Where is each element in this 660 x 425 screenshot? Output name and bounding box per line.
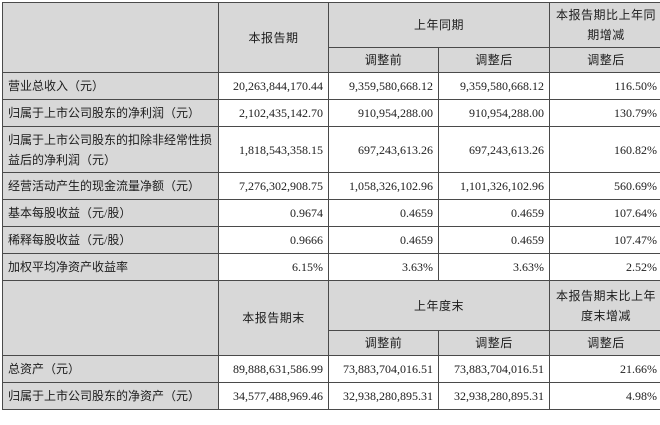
- header-current-period-end: 本报告期末: [218, 280, 329, 356]
- cell-prior-after: 697,243,613.26: [437, 126, 551, 173]
- subheader-after-adjustment: 调整后: [437, 47, 551, 73]
- cell-prior-before: 73,883,704,016.51: [328, 355, 439, 383]
- cell-prior-after: 0.4659: [437, 226, 551, 254]
- header-change-vs-prior-period: 本报告期比上年同期增减: [549, 2, 660, 48]
- row-label: 总资产（元）: [2, 355, 219, 383]
- cell-change: 107.47%: [549, 226, 660, 254]
- table-row-net-assets: 归属于上市公司股东的净资产（元） 34,577,488,969.46 32,93…: [2, 382, 660, 410]
- section1-header-row: 本报告期 上年同期 本报告期比上年同期增减: [2, 2, 660, 73]
- header-current-period: 本报告期: [218, 2, 329, 73]
- row-label: 稀释每股收益（元/股）: [2, 226, 219, 254]
- cell-current: 2,102,435,142.70: [218, 99, 329, 127]
- cell-change: 107.64%: [549, 199, 660, 227]
- row-label: 加权平均净资产收益率: [2, 253, 219, 281]
- cell-current: 1,818,543,358.15: [218, 126, 329, 173]
- table-row-diluted-eps: 稀释每股收益（元/股） 0.9666 0.4659 0.4659 107.47%: [2, 226, 660, 254]
- cell-change: 116.50%: [549, 72, 660, 100]
- subheader-after-adjustment: 调整后: [437, 330, 551, 356]
- cell-prior-before: 0.4659: [328, 199, 439, 227]
- cell-current: 0.9666: [218, 226, 329, 254]
- row-label: 经营活动产生的现金流量净额（元）: [2, 172, 219, 200]
- cell-prior-after: 9,359,580,668.12: [437, 72, 551, 100]
- section2-header-row: 本报告期末 上年度末 本报告期末比上年度末增减: [2, 280, 660, 356]
- cell-change: 130.79%: [549, 99, 660, 127]
- cell-current: 0.9674: [218, 199, 329, 227]
- table-row-weighted-avg-roe: 加权平均净资产收益率 6.15% 3.63% 3.63% 2.52%: [2, 253, 660, 281]
- row-label: 营业总收入（元）: [2, 72, 219, 100]
- header-prior-year-end: 上年度末: [327, 280, 551, 331]
- cell-prior-after: 32,938,280,895.31: [437, 382, 551, 410]
- cell-prior-before: 32,938,280,895.31: [328, 382, 439, 410]
- cell-change: 4.98%: [549, 382, 660, 410]
- cell-change: 21.66%: [549, 355, 660, 383]
- row-label: 归属于上市公司股东的净资产（元）: [2, 382, 219, 410]
- cell-prior-after: 910,954,288.00: [437, 99, 551, 127]
- row-label: 归属于上市公司股东的扣除非经常性损益后的净利润（元）: [2, 126, 219, 173]
- table-row-basic-eps: 基本每股收益（元/股） 0.9674 0.4659 0.4659 107.64%: [2, 199, 660, 227]
- subheader-change-after-adjustment: 调整后: [549, 47, 660, 73]
- table-row-total-revenue: 营业总收入（元） 20,263,844,170.44 9,359,580,668…: [2, 72, 660, 100]
- cell-current: 34,577,488,969.46: [218, 382, 329, 410]
- cell-prior-after: 73,883,704,016.51: [437, 355, 551, 383]
- cell-current: 20,263,844,170.44: [218, 72, 329, 100]
- section1-blank-header-cell: [2, 2, 219, 73]
- cell-prior-after: 3.63%: [437, 253, 551, 281]
- cell-prior-after: 0.4659: [437, 199, 551, 227]
- table-row-net-profit-excl-nonrecurring: 归属于上市公司股东的扣除非经常性损益后的净利润（元） 1,818,543,358…: [2, 126, 660, 173]
- cell-prior-before: 3.63%: [328, 253, 439, 281]
- cell-current: 89,888,631,586.99: [218, 355, 329, 383]
- header-change-vs-prior-year-end: 本报告期末比上年度末增减: [549, 280, 660, 331]
- cell-prior-before: 1,058,326,102.96: [328, 172, 439, 200]
- cell-prior-after: 1,101,326,102.96: [437, 172, 551, 200]
- cell-prior-before: 0.4659: [328, 226, 439, 254]
- table-row-net-profit: 归属于上市公司股东的净利润（元） 2,102,435,142.70 910,95…: [2, 99, 660, 127]
- cell-change: 560.69%: [549, 172, 660, 200]
- cell-prior-before: 9,359,580,668.12: [328, 72, 439, 100]
- section1-subheader-row: 调整前 调整后 调整后: [3, 47, 660, 73]
- subheader-before-adjustment: 调整前: [328, 47, 439, 73]
- cell-prior-before: 697,243,613.26: [328, 126, 439, 173]
- cell-prior-before: 910,954,288.00: [328, 99, 439, 127]
- cell-change: 2.52%: [549, 253, 660, 281]
- section2-blank-header-cell: [2, 280, 219, 356]
- table-row-total-assets: 总资产（元） 89,888,631,586.99 73,883,704,016.…: [2, 355, 660, 383]
- cell-change: 160.82%: [549, 126, 660, 173]
- subheader-before-adjustment: 调整前: [328, 330, 439, 356]
- row-label: 基本每股收益（元/股）: [2, 199, 219, 227]
- row-label: 归属于上市公司股东的净利润（元）: [2, 99, 219, 127]
- cell-current: 6.15%: [218, 253, 329, 281]
- header-prior-period: 上年同期: [327, 2, 551, 48]
- cell-current: 7,276,302,908.75: [218, 172, 329, 200]
- financial-summary-table: 本报告期 上年同期 本报告期比上年同期增减 调整前 调整后 调整后 营业总收入（…: [2, 2, 660, 410]
- table-row-operating-cash-flow: 经营活动产生的现金流量净额（元） 7,276,302,908.75 1,058,…: [2, 172, 660, 200]
- subheader-change-after-adjustment: 调整后: [549, 330, 660, 356]
